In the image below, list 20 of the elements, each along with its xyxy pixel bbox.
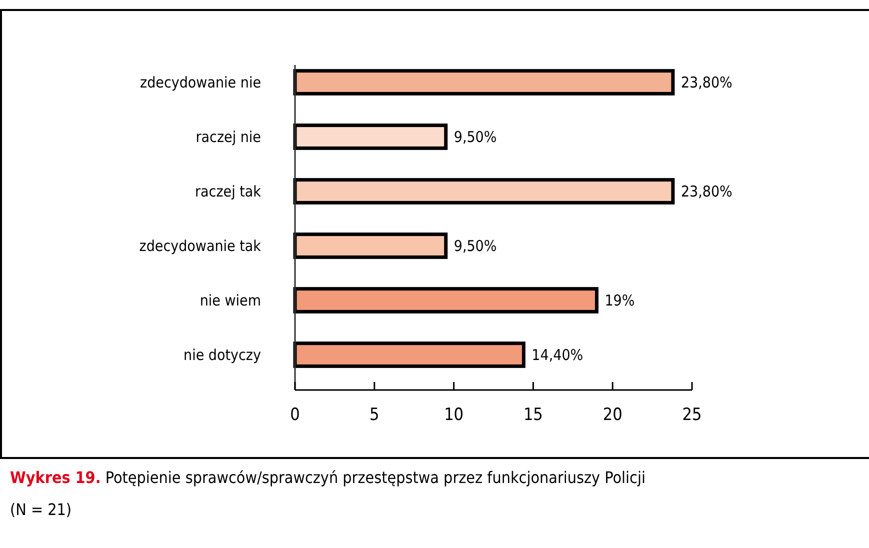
data-label: 23,80% <box>680 182 733 200</box>
y-tick-label: zdecydowanie nie <box>140 73 261 92</box>
data-label: 23,80% <box>680 73 733 92</box>
data-label: 9,50% <box>454 128 497 146</box>
text: (N = 21) <box>10 500 72 519</box>
y-tick-label: zdecydowanie tak <box>139 236 262 255</box>
x-tick-label: 5 <box>370 405 380 425</box>
text: Wykres 19. Potępienie sprawców/sprawczyń przestępstwa przez funkcjonariuszy Policji <box>10 468 646 487</box>
x-tick-label: 20 <box>602 405 622 425</box>
data-label: 9,50% <box>454 236 497 255</box>
x-tick-label: 15 <box>523 405 543 425</box>
y-tick-label: nie wiem <box>200 291 261 310</box>
x-tick-label: 10 <box>444 405 464 425</box>
y-tick-label: raczej nie <box>196 128 261 146</box>
y-tick-label: nie dotyczy <box>184 346 262 364</box>
data-label: 14,40% <box>532 346 584 364</box>
x-tick-label: 0 <box>290 405 300 425</box>
data-label: 19% <box>604 291 635 310</box>
y-tick-label: raczej tak <box>194 182 262 200</box>
x-tick-label: 25 <box>682 405 702 425</box>
